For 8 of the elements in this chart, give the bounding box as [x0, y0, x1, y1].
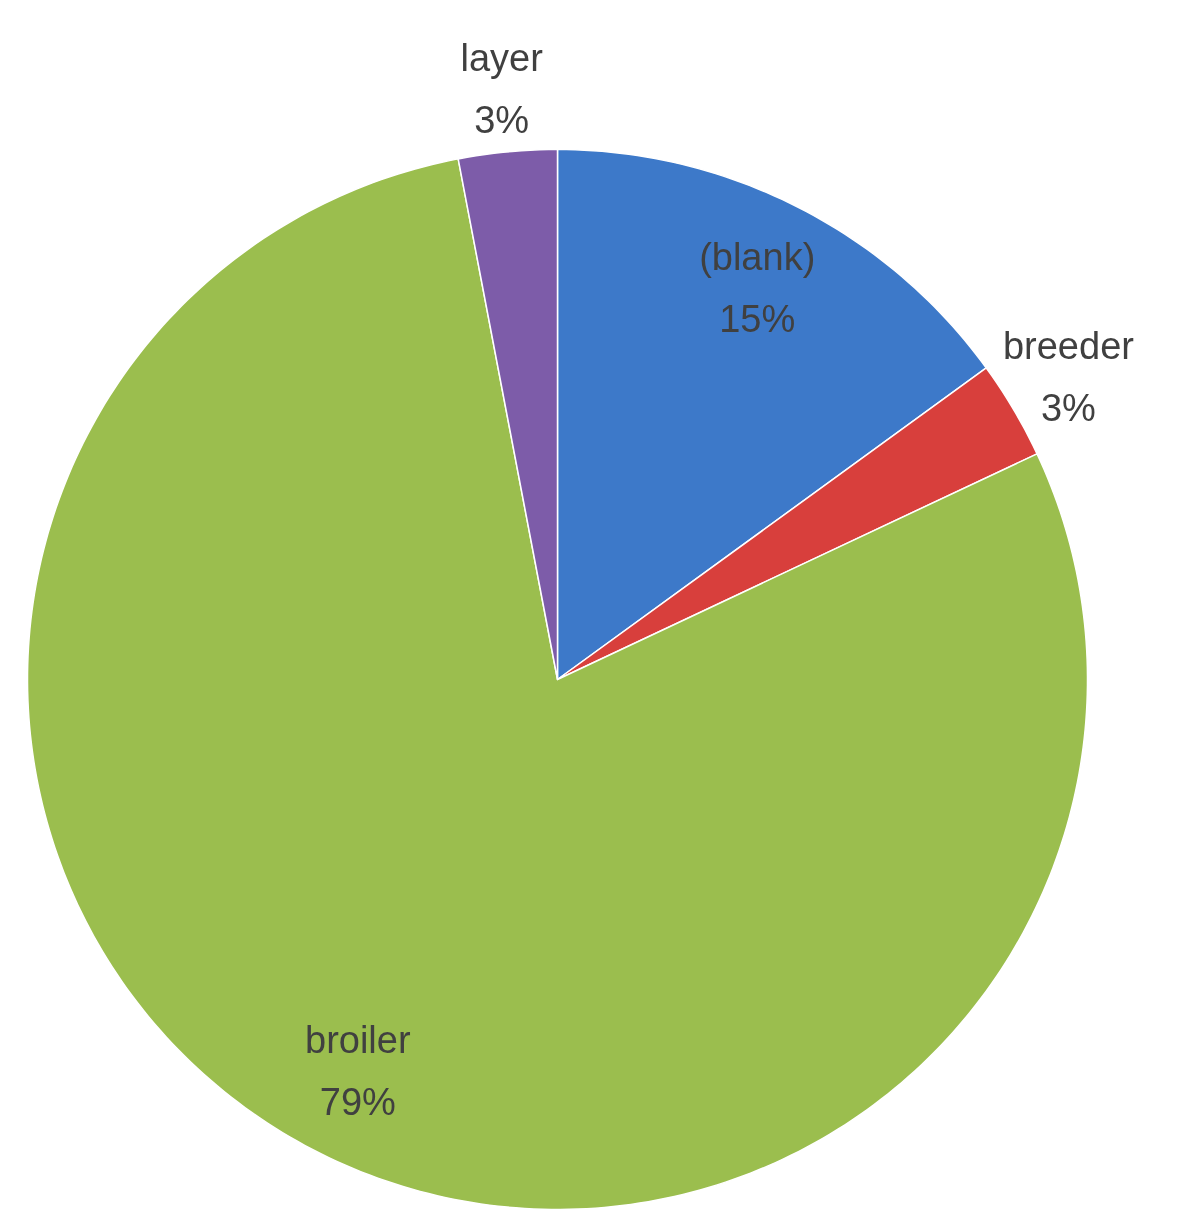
slice-label: broiler — [304, 1019, 411, 1062]
slice-label: breeder — [1002, 325, 1135, 368]
data-label: 3% — [474, 98, 530, 141]
slice-label: layer — [460, 36, 544, 79]
slice-label: (blank) — [699, 235, 816, 278]
data-label: 3% — [1040, 387, 1096, 430]
data-label: 15% — [719, 297, 796, 340]
data-label: 79% — [319, 1081, 396, 1124]
